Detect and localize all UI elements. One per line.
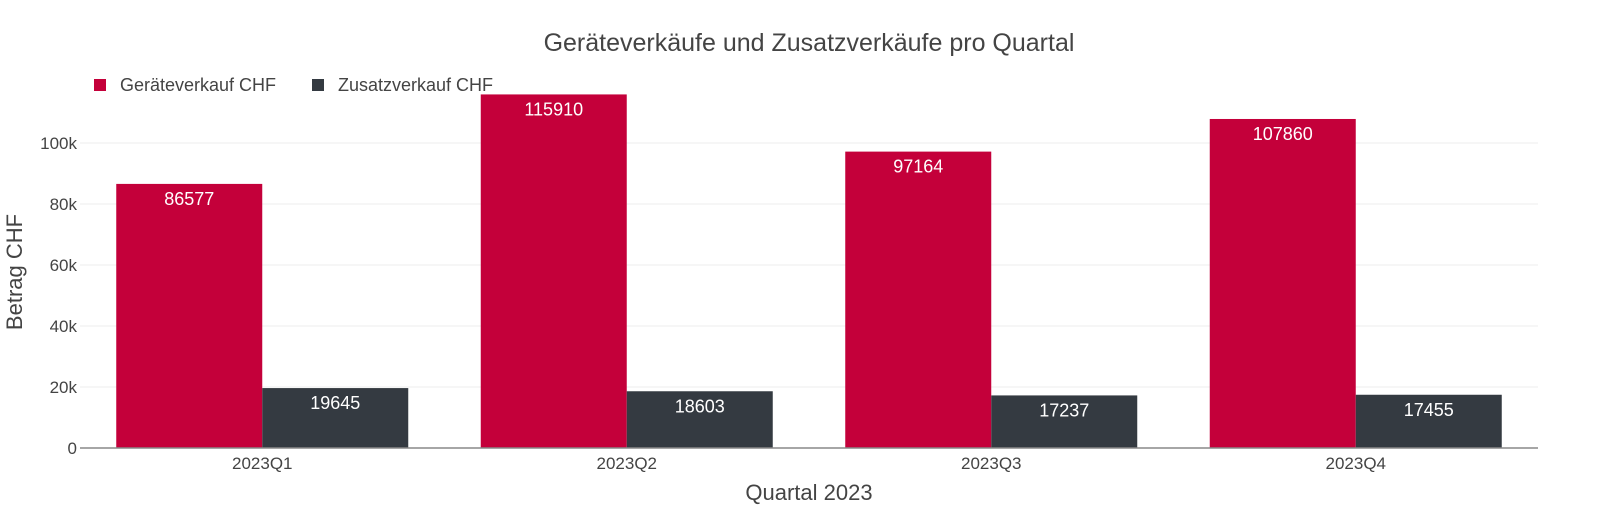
x-axis-ticks: 2023Q1 2023Q2 2023Q3 2023Q4 [232,454,1386,473]
y-tick-label: 60k [50,256,78,275]
x-axis-title: Quartal 2023 [745,480,872,505]
bar [845,151,992,448]
bar-labels: 86577 19645 115910 18603 97164 17237 107860 174… [164,99,1454,420]
bar [480,94,627,449]
legend-item[interactable]: Geräteverkauf CHF [94,75,276,95]
legend[interactable]: Geräteverkauf CHF Zusatzverkauf CHF [94,75,493,95]
legend-swatch [312,79,324,91]
y-tick-label: 20k [50,378,78,397]
legend-label: Zusatzverkauf CHF [338,75,493,95]
bar-value-label: 107860 [1253,124,1313,144]
bar [626,391,773,448]
x-tick-label: 2023Q2 [597,454,658,473]
bar-value-label: 19645 [310,393,360,413]
x-tick-label: 2023Q1 [232,454,293,473]
chart-title: Geräteverkäufe und Zusatzverkäufe pro Qu… [544,29,1075,57]
bar-value-label: 97164 [893,157,943,177]
bar-value-label: 86577 [164,189,214,209]
x-tick-label: 2023Q3 [961,454,1022,473]
y-tick-label: 80k [50,195,78,214]
bar [991,395,1138,448]
y-tick-label: 40k [50,317,78,336]
bar-value-label: 18603 [675,396,725,416]
bars [116,94,1502,449]
y-tick-label: 100k [40,134,77,153]
bar [1209,118,1356,448]
y-axis-ticks: 0 20k 40k 60k 80k 100k [40,134,77,458]
legend-label: Geräteverkauf CHF [120,75,276,95]
bar [1355,394,1502,448]
y-axis-title: Betrag CHF [2,214,27,330]
bar-value-label: 115910 [524,99,583,119]
legend-swatch [94,79,106,91]
y-tick-label: 0 [68,439,77,458]
bar-value-label: 17237 [1039,400,1089,420]
x-tick-label: 2023Q4 [1326,454,1387,473]
bar [262,388,409,448]
legend-item[interactable]: Zusatzverkauf CHF [312,75,493,95]
bar [116,183,263,448]
bar-value-label: 17455 [1404,400,1454,420]
